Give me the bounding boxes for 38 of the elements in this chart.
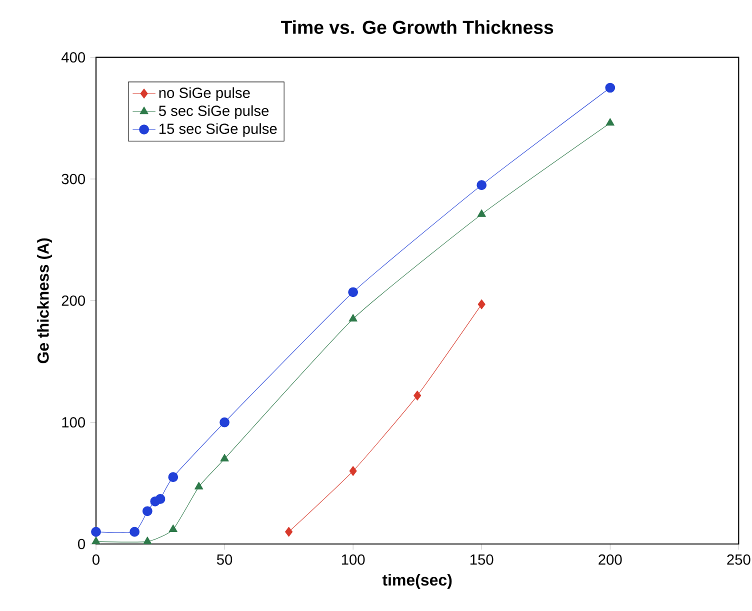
legend-label: 15 sec SiGe pulse [159, 123, 277, 138]
x-tick-label: 250 [727, 554, 750, 565]
x-axis-title: time(sec) [382, 574, 452, 590]
point [142, 506, 152, 516]
legend-label: no SiGe pulse [159, 87, 250, 102]
y-tick-label: 0 [78, 538, 86, 550]
point [478, 300, 486, 310]
point [477, 210, 486, 218]
x-tick-label: 200 [598, 554, 622, 565]
point [220, 418, 230, 428]
point [606, 118, 614, 126]
point [143, 536, 152, 544]
point [285, 527, 293, 537]
point [168, 524, 178, 532]
y-axis-title: Ge thickness (A) [37, 238, 52, 364]
y-tick-label: 300 [62, 174, 86, 184]
point [349, 466, 357, 476]
chart-title: Time vs. Ge Growth Thickness [280, 20, 554, 34]
x-tick-label: 100 [342, 554, 365, 565]
point [194, 482, 204, 490]
point [130, 527, 140, 537]
x-tick-label: 0 [92, 554, 100, 565]
point [348, 287, 358, 298]
point [168, 472, 178, 482]
y-tick-label: 400 [61, 52, 86, 63]
point [414, 390, 422, 401]
x-tick-label: 50 [216, 554, 232, 565]
point [155, 494, 166, 504]
point [220, 454, 229, 462]
point [605, 82, 616, 93]
x-tick-label: 150 [470, 554, 494, 565]
y-tick-label: 200 [62, 296, 86, 306]
legend-label: 5 sec SiGe pulse [158, 105, 269, 120]
y-tick-label: 100 [62, 417, 86, 428]
point [92, 536, 100, 544]
point [348, 314, 358, 322]
point [91, 527, 101, 537]
point [476, 180, 487, 190]
